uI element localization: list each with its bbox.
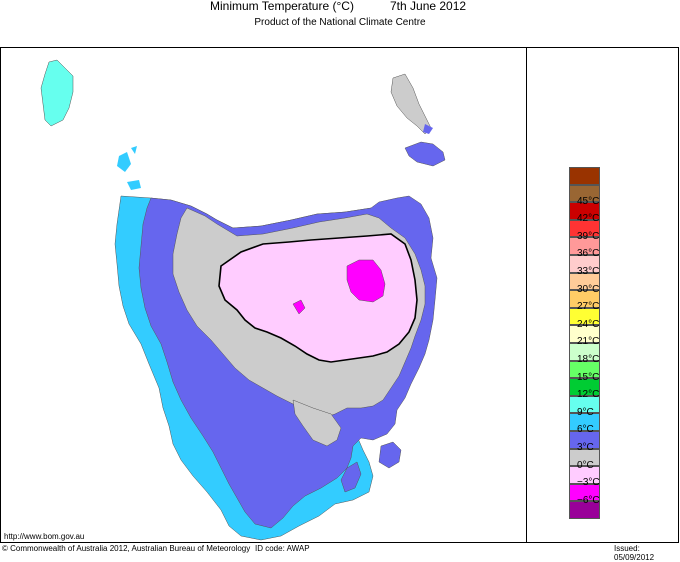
legend-label: 24°C [577, 318, 600, 330]
legend-label: 6°C [577, 424, 594, 436]
legend-label: 18°C [577, 354, 600, 365]
map-title: Minimum Temperature (°C) [210, 0, 354, 13]
legend-swatch [569, 448, 600, 467]
legend-swatch [569, 325, 600, 343]
tasmania-temperature-map [40, 59, 446, 541]
legend-swatch [569, 290, 600, 308]
legend-swatch [569, 202, 600, 220]
legend-swatch [569, 167, 600, 185]
legend-swatch [569, 378, 600, 396]
map-title-row: Minimum Temperature (°C) 7th June 2012 [0, 0, 680, 16]
legend-swatch [569, 307, 600, 326]
legend-label: 21°C [577, 336, 600, 348]
nw-islet [131, 146, 137, 154]
legend-label: −3°C [577, 477, 600, 489]
map-subtitle: Product of the National Climate Centre [254, 17, 426, 28]
legend-swatch [569, 272, 600, 291]
legend-label: 39°C [577, 230, 600, 242]
legend-label: 9°C [577, 406, 594, 418]
legend-swatch [569, 413, 600, 431]
map-legend-divider [526, 47, 527, 543]
legend-swatch [569, 342, 600, 361]
legend-swatch [569, 360, 600, 379]
legend-label: 33°C [577, 266, 600, 277]
legend-label: 12°C [577, 389, 600, 401]
zone-minus6c [346, 259, 386, 303]
footer-url[interactable]: http://www.bom.gov.au [4, 532, 85, 541]
legend-swatch [569, 466, 600, 484]
legend-swatch [569, 430, 600, 449]
legend-label: 15°C [577, 371, 600, 383]
cape-barren-island [404, 141, 446, 167]
legend-swatch [569, 219, 600, 238]
legend-label: 27°C [577, 301, 600, 313]
zone-0c-south [292, 399, 342, 447]
footer-id-code: ID code: AWAP [255, 544, 310, 553]
flinders-island-east [423, 124, 433, 134]
legend-label: 30°C [577, 283, 600, 295]
legend-swatch [569, 501, 600, 519]
legend-label: 0°C [577, 459, 594, 471]
legend-swatch [569, 483, 600, 502]
legend-swatch [569, 237, 600, 255]
king-island [40, 59, 74, 127]
hunter-island [117, 152, 131, 172]
robbins-island [127, 180, 141, 190]
footer-copyright: © Commonwealth of Australia 2012, Austra… [2, 544, 251, 553]
map-date: 7th June 2012 [390, 0, 467, 13]
map-frame [0, 47, 679, 543]
legend-swatch [569, 395, 600, 414]
legend-label: 42°C [577, 213, 600, 225]
legend-swatches [569, 167, 600, 519]
legend-label: −6°C [577, 494, 600, 506]
bruny-island [340, 461, 362, 493]
zone-minus6c-small [292, 299, 306, 315]
tasman-peninsula [378, 441, 402, 469]
legend-swatch [569, 184, 600, 203]
footer-issued-date: Issued: 05/09/2012 [614, 544, 655, 562]
temperature-legend [569, 167, 600, 519]
legend-label: 36°C [577, 248, 600, 260]
legend-label: 45°C [577, 195, 600, 207]
legend-label: 3°C [577, 442, 594, 453]
legend-swatch [569, 254, 600, 273]
